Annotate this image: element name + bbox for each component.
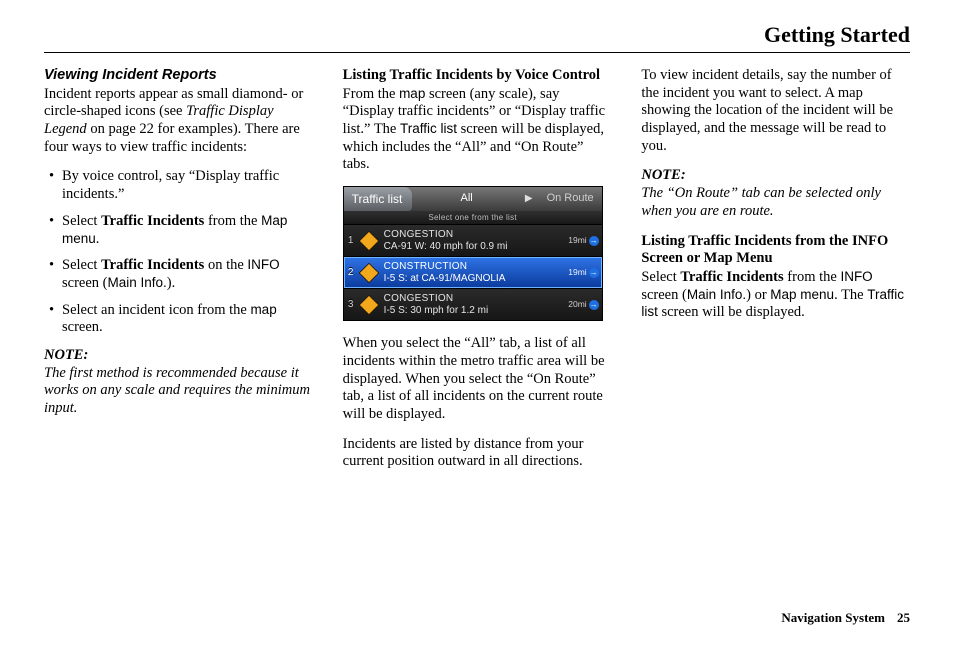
row-distance: 19mi→: [568, 267, 601, 277]
tab-on-route[interactable]: On Route: [539, 192, 602, 205]
col1-bullets: By voice control, say “Display traffic i…: [44, 168, 313, 337]
list-item: Select Traffic Incidents on the INFO scr…: [44, 257, 313, 292]
diamond-icon: [359, 263, 379, 283]
text: screen (: [62, 275, 107, 291]
text: Select: [641, 269, 680, 285]
footer-label: Navigation System: [781, 610, 885, 625]
row-title: CONGESTION: [384, 229, 567, 240]
traffic-row-selected[interactable]: 2 CONSTRUCTION I-5 S: at CA-91/MAGNOLIA …: [344, 256, 602, 288]
text-sans: Main Info.: [687, 287, 746, 302]
traffic-list-subtitle: Select one from the list: [344, 211, 602, 224]
arrow-icon: →: [589, 300, 599, 310]
column-1: Viewing Incident Reports Incident report…: [44, 67, 313, 483]
row-number: 2: [344, 267, 358, 279]
text: screen.: [62, 319, 103, 335]
text: Select an incident icon from the: [62, 302, 250, 318]
page-footer: Navigation System 25: [781, 610, 910, 626]
note-body: The “On Route” tab can be selected only …: [641, 185, 910, 220]
text: on the: [204, 257, 247, 273]
text-bold: Traffic Incidents: [680, 269, 783, 285]
text: Select: [62, 257, 101, 273]
text: Select: [62, 213, 101, 229]
row-detail: I-5 S: 30 mph for 1.2 mi: [384, 305, 567, 316]
dist-text: 20mi: [568, 299, 586, 309]
traffic-list-title: Traffic list: [344, 187, 413, 211]
text-sans: Map menu: [770, 287, 834, 302]
text-sans: map: [399, 86, 425, 101]
text: From the: [343, 86, 399, 102]
tab-all[interactable]: All: [412, 192, 521, 205]
text-sans: map: [250, 302, 276, 317]
col1-intro: Incident reports appear as small diamond…: [44, 86, 313, 157]
text-sans: Traffic list: [400, 121, 457, 136]
traffic-list-rows: 1 CONGESTION CA-91 W: 40 mph for 0.9 mi …: [344, 224, 602, 320]
row-text: CONSTRUCTION I-5 S: at CA-91/MAGNOLIA: [384, 261, 569, 283]
col3-p2: Select Traffic Incidents from the INFO s…: [641, 269, 910, 322]
traffic-row[interactable]: 1 CONGESTION CA-91 W: 40 mph for 0.9 mi …: [344, 224, 602, 256]
text-sans: Main Info.: [107, 275, 166, 290]
col2-p1: From the map screen (any scale), say “Di…: [343, 86, 612, 174]
column-3: To view incident details, say the number…: [641, 67, 910, 483]
col1-subhead: Viewing Incident Reports: [44, 67, 313, 85]
row-distance: 19mi→: [568, 235, 601, 245]
text-bold: Traffic Incidents: [101, 257, 204, 273]
note-body: The first method is recommended because …: [44, 365, 313, 418]
text: from the: [204, 213, 261, 229]
row-title: CONSTRUCTION: [384, 261, 567, 272]
dist-text: 19mi: [568, 235, 586, 245]
row-number: 1: [344, 235, 358, 247]
note-label: NOTE:: [44, 347, 313, 365]
col2-p2: When you select the “All” tab, a list of…: [343, 335, 612, 423]
text: .: [96, 231, 100, 247]
text: screen (: [641, 287, 686, 303]
page-number: 25: [897, 610, 910, 625]
chevron-right-icon: ▶: [525, 193, 533, 205]
note-label: NOTE:: [641, 167, 910, 185]
text: from the: [784, 269, 841, 285]
row-number: 3: [344, 299, 358, 311]
columns: Viewing Incident Reports Incident report…: [44, 67, 910, 483]
list-item: By voice control, say “Display traffic i…: [44, 168, 313, 203]
col2-runhead: Listing Traffic Incidents by Voice Contr…: [343, 67, 612, 85]
diamond-icon: [359, 295, 379, 315]
col3-runhead: Listing Traffic Incidents from the INFO …: [641, 233, 910, 268]
traffic-row[interactable]: 3 CONGESTION I-5 S: 30 mph for 1.2 mi 20…: [344, 288, 602, 320]
arrow-icon: →: [589, 268, 599, 278]
text: screen will be displayed.: [658, 304, 805, 320]
page-header: Getting Started: [44, 22, 910, 53]
list-item: Select Traffic Incidents from the Map me…: [44, 213, 313, 248]
text: ).: [167, 275, 175, 291]
text-sans: INFO: [840, 269, 872, 284]
traffic-list-screenshot: Traffic list All ▶ On Route Select one f…: [343, 186, 603, 321]
diamond-icon: [359, 231, 379, 251]
row-detail: CA-91 W: 40 mph for 0.9 mi: [384, 241, 567, 252]
list-item: Select an incident icon from the map scr…: [44, 302, 313, 337]
text: ) or: [746, 287, 770, 303]
arrow-icon: →: [589, 236, 599, 246]
row-text: CONGESTION I-5 S: 30 mph for 1.2 mi: [384, 293, 569, 315]
column-2: Listing Traffic Incidents by Voice Contr…: [343, 67, 612, 483]
text: By voice control, say “Display traffic i…: [62, 168, 279, 202]
row-distance: 20mi→: [568, 299, 601, 309]
text-bold: Traffic Incidents: [101, 213, 204, 229]
col3-p1: To view incident details, say the number…: [641, 67, 910, 155]
col2-p3: Incidents are listed by distance from yo…: [343, 436, 612, 471]
dist-text: 19mi: [568, 267, 586, 277]
text: . The: [834, 287, 867, 303]
row-detail: I-5 S: at CA-91/MAGNOLIA: [384, 273, 567, 284]
row-text: CONGESTION CA-91 W: 40 mph for 0.9 mi: [384, 229, 569, 251]
row-title: CONGESTION: [384, 293, 567, 304]
traffic-list-tabs: Traffic list All ▶ On Route: [344, 187, 602, 211]
text-sans: INFO: [247, 257, 279, 272]
